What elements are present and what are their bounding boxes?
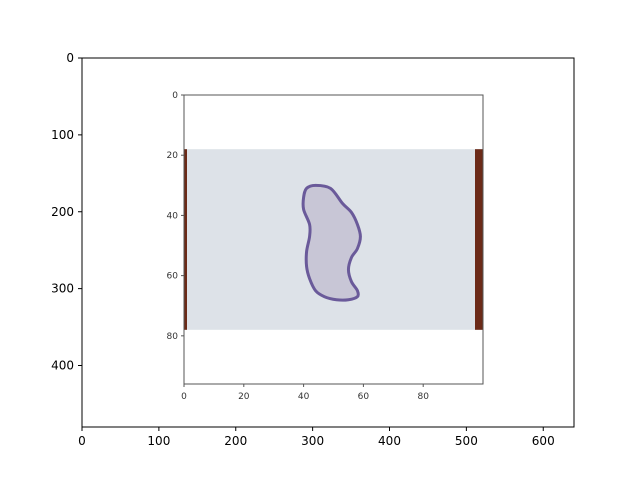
inner-y-tick-label: 0 — [172, 91, 178, 101]
outer-x-tick-label: 400 — [378, 434, 401, 448]
outer-x-tick-label: 200 — [224, 434, 247, 448]
inner-axes: 0 20 40 60 80 0 20 40 60 80 — [167, 91, 484, 402]
outer-x-tick-label: 100 — [147, 434, 170, 448]
card-left-edge — [184, 149, 187, 330]
inner-x-tick-label: 60 — [358, 392, 370, 402]
inner-y-ticks: 0 20 40 60 80 — [167, 91, 184, 342]
bean-shape — [301, 183, 362, 302]
outer-y-tick-label: 0 — [66, 51, 74, 65]
inner-y-tick-label: 80 — [167, 332, 179, 342]
outer-x-ticks: 0 100 200 300 400 500 600 — [78, 427, 555, 448]
inner-x-tick-label: 0 — [181, 392, 187, 402]
inner-y-tick-label: 60 — [167, 272, 179, 282]
outer-y-tick-label: 400 — [51, 359, 74, 373]
inner-x-ticks: 0 20 40 60 80 — [181, 384, 429, 402]
outer-y-tick-label: 100 — [51, 128, 74, 142]
inner-axes-spines — [183, 94, 484, 385]
inner-x-tick-label: 40 — [298, 392, 310, 402]
outer-x-tick-label: 500 — [455, 434, 478, 448]
inner-y-tick-label: 20 — [167, 151, 179, 161]
outer-y-tick-label: 300 — [51, 282, 74, 296]
inner-x-tick-label: 80 — [417, 392, 429, 402]
inner-x-tick-label: 20 — [238, 392, 250, 402]
outer-y-tick-label: 200 — [51, 205, 74, 219]
outer-x-tick-label: 300 — [301, 434, 324, 448]
outer-y-ticks: 0 100 200 300 400 — [51, 51, 82, 373]
outer-x-tick-label: 600 — [532, 434, 555, 448]
inner-y-tick-label: 40 — [167, 211, 179, 221]
outer-x-tick-label: 0 — [78, 434, 86, 448]
card-right-edge — [475, 149, 483, 330]
